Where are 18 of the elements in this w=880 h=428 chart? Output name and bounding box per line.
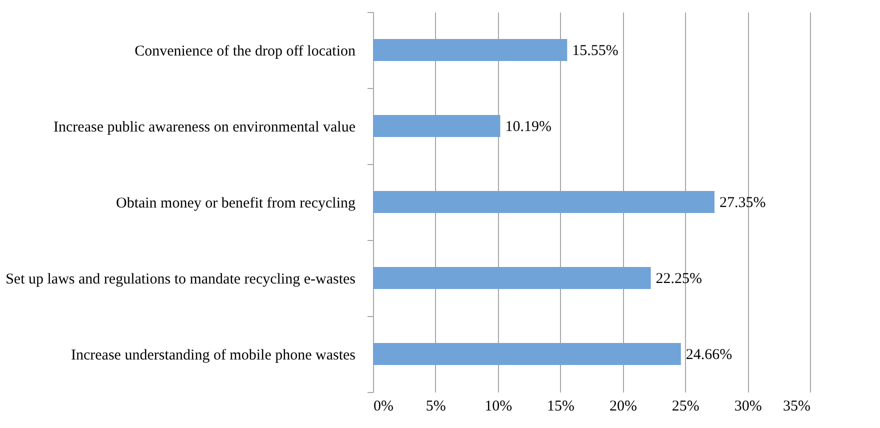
- x-tick-label: 35%: [783, 398, 810, 414]
- y-tick-label: Obtain money or benefit from recycling: [116, 196, 356, 212]
- y-tick-label: Increase public awareness on environmental value: [54, 120, 356, 136]
- x-tick-label: 25%: [672, 398, 700, 414]
- y-tick-label: Convenience of the drop off location: [134, 44, 356, 60]
- x-tick-label: 5%: [426, 398, 446, 414]
- x-tick-label: 20%: [609, 398, 637, 414]
- x-tick-label: 15%: [547, 398, 575, 414]
- y-tick-label: Increase understanding of mobile phone wastes: [71, 348, 356, 364]
- x-tick-label: 10%: [484, 398, 512, 414]
- x-tick-label: 30%: [734, 398, 762, 414]
- data-label: 15.55%: [572, 43, 618, 59]
- data-label: 10.19%: [505, 119, 552, 135]
- x-tick-label: 0%: [374, 398, 394, 414]
- data-label: 22.25%: [656, 271, 702, 287]
- y-tick-label: Set up laws and regulations to mandate recycling e-wastes: [6, 272, 356, 288]
- data-label: 24.66%: [686, 347, 732, 363]
- data-label: 27.35%: [719, 195, 766, 211]
